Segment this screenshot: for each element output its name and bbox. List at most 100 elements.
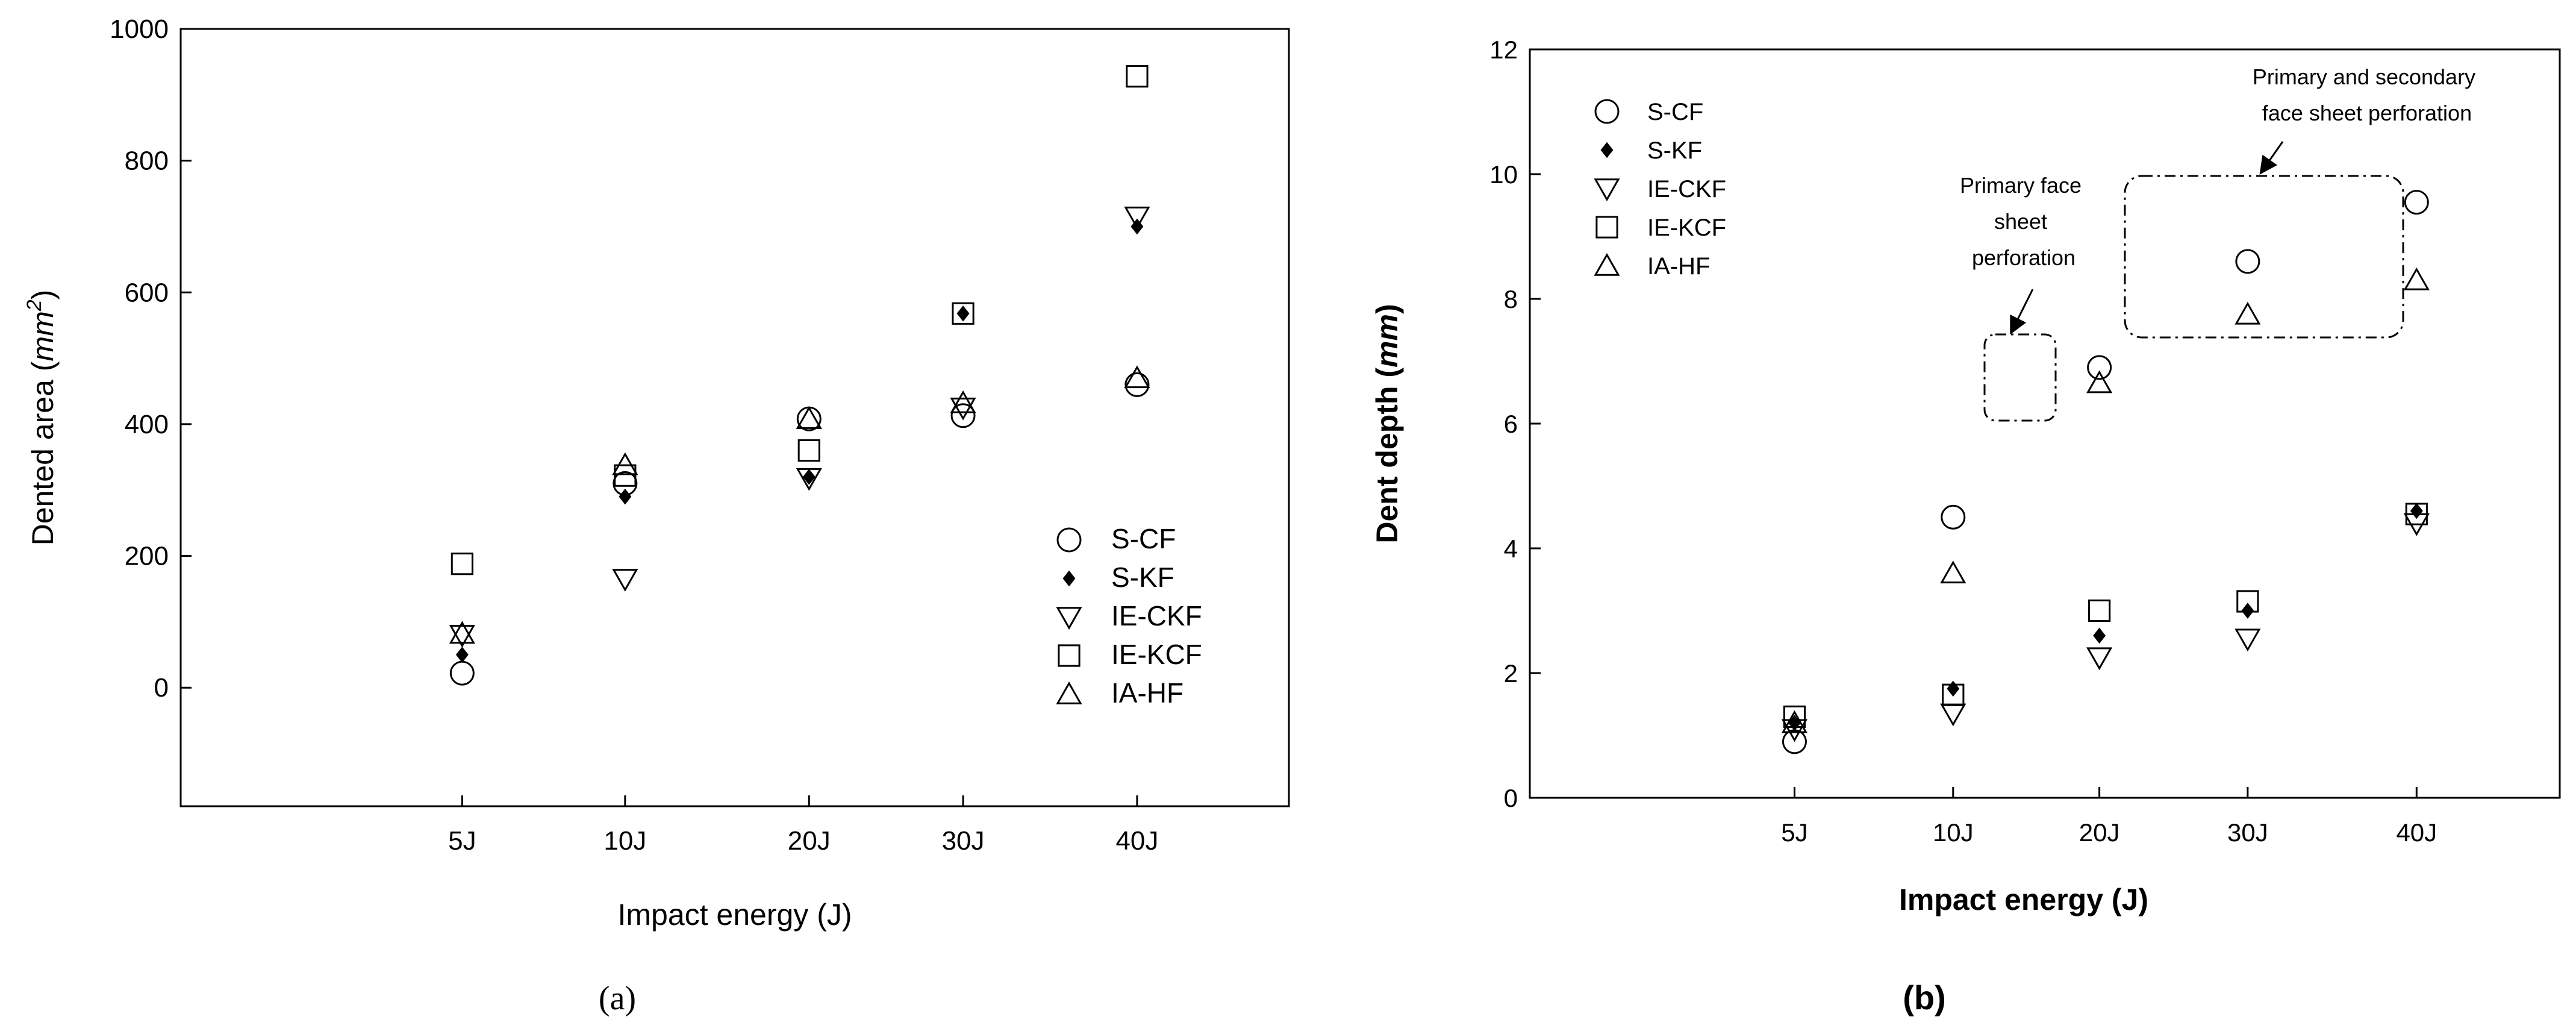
y-tick-labels-b: 0 2 4 6 8 10 12	[1489, 36, 1541, 812]
x-tick-label: 30J	[942, 826, 985, 856]
point-s-cf	[1941, 504, 1966, 530]
legend-marker-s-cf	[1056, 527, 1082, 553]
legend-label-ia-hf: IA-HF	[1111, 677, 1184, 709]
point-s-kf	[1788, 715, 1801, 732]
legend-marker-ia-hf	[1056, 681, 1082, 704]
point-s-kf	[802, 469, 816, 485]
point-ie-kcf	[614, 464, 637, 487]
point-ie-ckf	[2235, 628, 2261, 652]
legend-marker-s-cf	[1594, 99, 1620, 124]
x-tick-label: 20J	[2079, 818, 2120, 847]
panel-label-b: (b)	[1903, 979, 1946, 1017]
legend-label-s-kf: S-KF	[1647, 137, 1702, 164]
x-axis-label-b: Impact energy (J)	[1899, 883, 2148, 917]
x-tick-label: 5J	[1781, 818, 1807, 847]
point-ia-hf	[950, 390, 976, 413]
y-axis-label-a: Dented area (mm2)	[23, 290, 60, 546]
y-tick-labels-a: 0 200 400 600 800 1000	[110, 14, 192, 703]
y-tick-label: 12	[1489, 36, 1518, 64]
point-ie-kcf	[1942, 683, 1965, 706]
panel-label-a: (a)	[599, 980, 636, 1017]
legend-label-ie-kcf: IE-KCF	[1111, 639, 1202, 670]
point-s-kf	[2410, 503, 2423, 519]
y-tick-label: 4	[1504, 534, 1518, 563]
x-tick-label: 40J	[1115, 826, 1158, 856]
y-tick-label: 800	[125, 146, 169, 176]
point-ia-hf	[449, 621, 475, 644]
point-ie-kcf	[952, 302, 975, 325]
point-s-cf	[449, 660, 475, 686]
point-ie-ckf	[2086, 647, 2113, 671]
x-axis-label-a: Impact energy (J)	[617, 898, 852, 932]
point-s-cf	[2235, 249, 2260, 274]
y-axis-label-b: Dent depth (mm)	[1370, 304, 1404, 543]
x-tick-labels-b: 5J 10J 20J 30J 40J	[1781, 787, 2437, 847]
legend-marker-ie-ckf	[1056, 607, 1082, 630]
point-ia-hf	[2086, 370, 2113, 393]
data-points-b	[1781, 190, 2430, 754]
point-ie-ckf	[1940, 703, 1966, 727]
legend-marker-ie-kcf	[1058, 644, 1081, 667]
point-ia-hf	[2403, 267, 2430, 290]
legend-label-ia-hf: IA-HF	[1647, 253, 1710, 280]
point-s-cf	[2087, 355, 2112, 380]
x-tick-label: 10J	[603, 826, 646, 856]
annotation-box-secondary	[2124, 175, 2404, 339]
y-tick-label: 1000	[110, 14, 169, 44]
y-tick-label: 6	[1504, 410, 1518, 438]
point-s-cf	[950, 403, 976, 428]
point-ie-kcf	[451, 553, 473, 575]
panel-a: 0 200 400 600 800 1000 5J 10J 20J 30J 40J S-CF S-K…	[23, 14, 1290, 1017]
point-ie-ckf	[449, 625, 475, 648]
x-tick-label: 5J	[448, 826, 476, 856]
plot-frame-a	[179, 28, 1290, 807]
legend-label-s-cf: S-CF	[1647, 99, 1703, 125]
legend-marker-s-kf	[1062, 570, 1076, 587]
point-s-cf	[1124, 372, 1150, 397]
y-tick-label: 400	[125, 410, 169, 439]
point-s-kf	[1947, 680, 1960, 697]
annotation-primary-perforation: Primary face sheet perforation	[1960, 173, 2088, 270]
point-ie-kcf	[1126, 65, 1149, 88]
point-s-cf	[796, 406, 822, 431]
x-tick-label: 10J	[1933, 818, 1974, 847]
point-ie-ckf	[950, 397, 976, 421]
point-ie-ckf	[1124, 206, 1150, 230]
x-tick-label: 20J	[788, 826, 831, 856]
point-ie-ckf	[1781, 719, 1808, 742]
y-tick-label: 0	[154, 673, 169, 703]
point-ie-kcf	[2088, 599, 2111, 622]
point-ia-hf	[1781, 710, 1808, 733]
legend-marker-s-kf	[1600, 142, 1614, 158]
point-ia-hf	[1940, 560, 1966, 584]
point-s-kf	[2093, 627, 2106, 644]
y-tick-label: 10	[1489, 160, 1518, 189]
legend-marker-ie-kcf	[1595, 216, 1618, 239]
y-tick-label: 8	[1504, 285, 1518, 313]
point-s-cf	[2404, 190, 2429, 215]
y-tick-label: 2	[1504, 659, 1518, 688]
point-ie-ckf	[796, 468, 822, 491]
legend-marker-ia-hf	[1594, 252, 1620, 276]
point-s-kf	[619, 488, 632, 505]
point-s-kf	[455, 647, 469, 663]
point-ia-hf	[2235, 301, 2261, 325]
annotation-arrow-secondary	[2259, 141, 2284, 175]
point-ie-kcf	[1783, 705, 1806, 729]
data-points-a	[449, 65, 1150, 686]
point-ia-hf	[612, 452, 638, 475]
legend-a: S-CF S-KF IE-CKF IE-KCF IA-HF	[1056, 523, 1202, 709]
panel-b: 0 2 4 6 8 10 12 5J 10J 20J 30J 40J Primary face sh…	[1370, 36, 2561, 1017]
legend-label-ie-ckf: IE-CKF	[1647, 176, 1726, 202]
y-tick-label: 200	[125, 542, 169, 571]
point-s-kf	[956, 305, 970, 322]
legend-marker-ie-ckf	[1594, 178, 1620, 202]
legend-label-ie-ckf: IE-CKF	[1111, 600, 1202, 631]
y-tick-label: 600	[125, 278, 169, 307]
legend-b: S-CF S-KF IE-CKF IE-KCF IA-HF	[1594, 99, 1726, 280]
annotation-box-primary	[1983, 333, 2057, 422]
point-s-kf	[2241, 603, 2254, 619]
x-tick-label: 30J	[2227, 818, 2268, 847]
annotation-arrow-primary	[2010, 289, 2034, 335]
